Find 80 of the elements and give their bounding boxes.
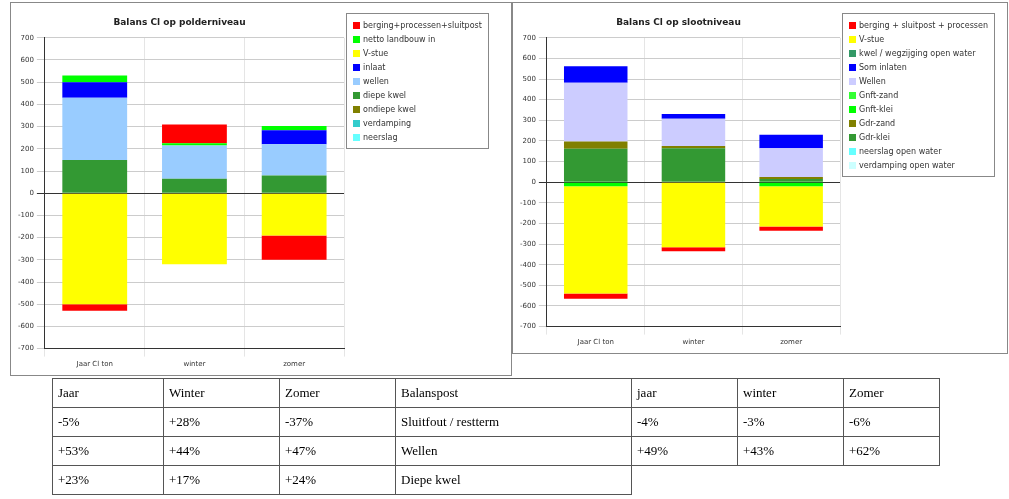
text: -4% bbox=[631, 407, 738, 437]
bar bbox=[162, 193, 227, 265]
legend-label: kwel / wegzijging open water bbox=[859, 48, 976, 58]
legend-label: diepe kwel bbox=[363, 90, 407, 100]
text: -3% bbox=[737, 407, 844, 437]
bar bbox=[661, 113, 726, 119]
bar bbox=[563, 82, 628, 142]
bar bbox=[62, 75, 128, 83]
text: winter bbox=[737, 378, 844, 408]
bar bbox=[759, 134, 823, 149]
bar bbox=[261, 193, 327, 236]
legend-label: inlaat bbox=[363, 62, 386, 72]
bar bbox=[563, 186, 628, 294]
text: jaar bbox=[631, 378, 738, 408]
bar bbox=[261, 175, 327, 193]
legend-label: Som inlaten bbox=[859, 62, 907, 72]
text: Zomer bbox=[279, 378, 396, 408]
bar bbox=[62, 82, 128, 98]
text: +17% bbox=[163, 465, 280, 495]
bar bbox=[759, 148, 823, 178]
legend-label: Gnft-zand bbox=[859, 90, 899, 100]
text: Wellen bbox=[395, 436, 632, 466]
legend-label: Wellen bbox=[859, 76, 886, 86]
chart-title: Balans Cl op slootniveau bbox=[616, 16, 741, 27]
bar bbox=[261, 130, 327, 145]
legend-label: V-stue bbox=[363, 48, 389, 58]
text: Balanspost bbox=[395, 378, 632, 408]
bar bbox=[162, 124, 227, 144]
legend-label: Gdr-zand bbox=[859, 118, 896, 128]
bar bbox=[62, 97, 128, 160]
text: Diepe kwel bbox=[395, 465, 632, 495]
legend-label: netto landbouw in bbox=[363, 34, 436, 44]
bar bbox=[261, 144, 327, 176]
text: -6% bbox=[843, 407, 940, 437]
bar bbox=[62, 193, 128, 305]
text: +53% bbox=[52, 436, 164, 466]
legend-label: berging + sluitpost + processen bbox=[859, 20, 989, 30]
legend-label: Gnft-klei bbox=[859, 104, 893, 114]
bar bbox=[563, 293, 628, 299]
text: +23% bbox=[52, 465, 164, 495]
bar bbox=[162, 145, 227, 179]
text: +44% bbox=[163, 436, 280, 466]
bar bbox=[62, 159, 128, 193]
bar bbox=[563, 66, 628, 83]
text: -37% bbox=[279, 407, 396, 437]
text: +62% bbox=[843, 436, 940, 466]
legend-label: verdamping open water bbox=[859, 160, 955, 170]
text: Zomer bbox=[843, 378, 940, 408]
text: -5% bbox=[52, 407, 164, 437]
bar bbox=[563, 148, 628, 182]
bar bbox=[261, 235, 327, 260]
text: +43% bbox=[737, 436, 844, 466]
chart-title: Balans Cl op polderniveau bbox=[113, 16, 246, 27]
bar bbox=[661, 148, 726, 182]
legend-label: verdamping bbox=[363, 118, 412, 128]
text: +28% bbox=[163, 407, 280, 437]
legend-label: wellen bbox=[363, 76, 389, 86]
legend-label: berging+processen+sluitpost bbox=[363, 20, 482, 30]
text: Jaar bbox=[52, 378, 164, 408]
text: Winter bbox=[163, 378, 280, 408]
legend-label: Gdr-klei bbox=[859, 132, 890, 142]
legend-label: neerslag bbox=[363, 132, 398, 142]
bar bbox=[661, 118, 726, 147]
bar bbox=[563, 141, 628, 149]
text: +49% bbox=[631, 436, 738, 466]
bar bbox=[62, 304, 128, 311]
legend-label: ondiepe kwel bbox=[363, 104, 417, 114]
bar bbox=[661, 247, 726, 252]
text: +47% bbox=[279, 436, 396, 466]
text: Sluitfout / restterm bbox=[395, 407, 632, 437]
bar bbox=[661, 182, 726, 248]
legend-label: neerslag open water bbox=[859, 146, 942, 156]
bar bbox=[162, 143, 227, 146]
bar bbox=[162, 178, 227, 193]
bar bbox=[261, 125, 327, 131]
bar bbox=[661, 146, 726, 149]
bar bbox=[759, 186, 823, 227]
bar bbox=[759, 226, 823, 231]
text: +24% bbox=[279, 465, 396, 495]
legend-label: V-stue bbox=[859, 34, 885, 44]
